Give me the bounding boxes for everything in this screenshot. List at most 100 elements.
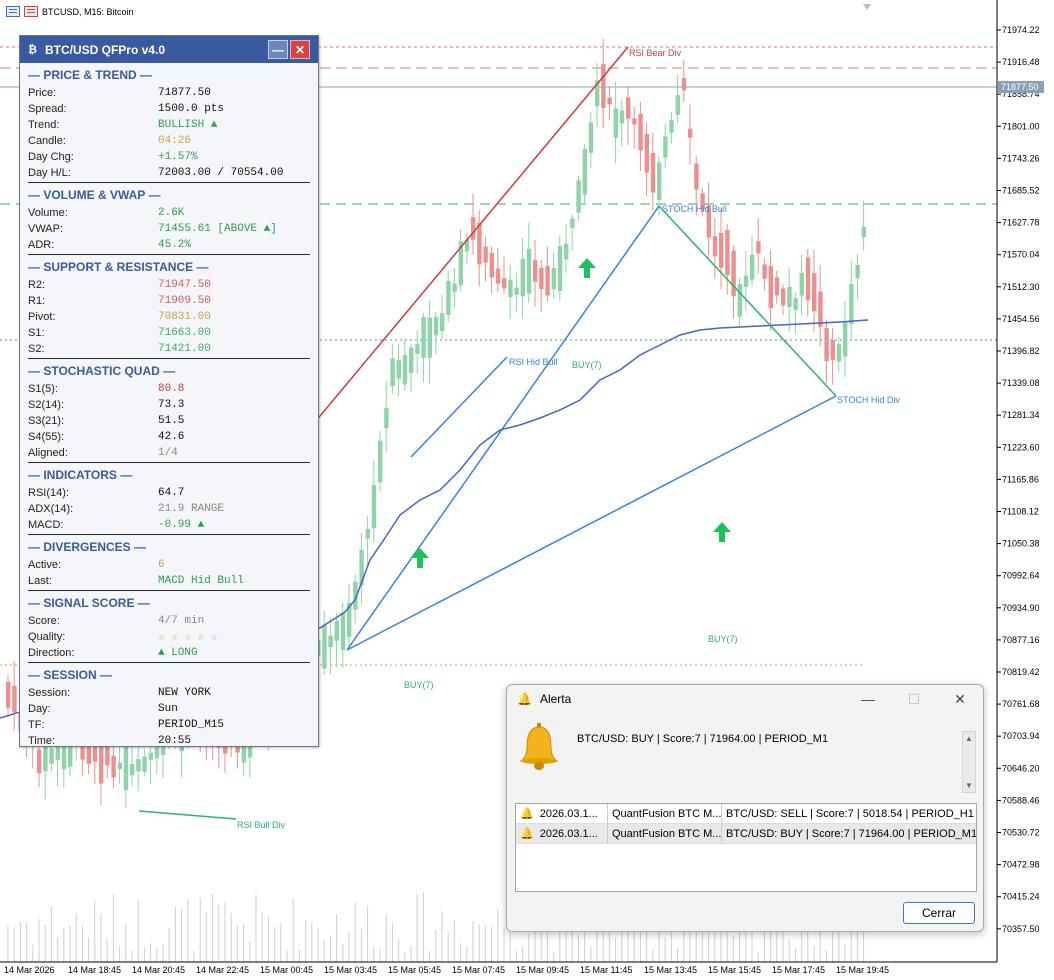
candle-body [99,738,104,784]
panel-row: S3(21): 51.5 [28,413,310,429]
price-tick-label: 71512.30 [1002,282,1040,292]
price-tick-label: 71281.34 [1002,410,1040,420]
row-value: 4/7 min [158,615,205,627]
panel-minimize-button[interactable]: — [268,40,288,59]
time-axis: 14 Mar 2026 14 Mar 18:45 14 Mar 20:45 14 Ma… [0,961,997,975]
price-tick-label: 70530.72 [1002,828,1040,838]
row-value: 71663.00 [158,327,211,339]
candle-body [545,265,550,296]
panel-row: Pivot: 70831.00 [28,309,310,325]
scroll-up-icon[interactable]: ▲ [965,734,973,743]
chart-menu-icon[interactable] [24,6,38,17]
alert-history-list[interactable]: 🔔 2026.03.1... QuantFusion BTC M... BTC/USD… [515,803,977,892]
candle-body [440,313,445,332]
panel-close-button[interactable]: ✕ [290,40,310,59]
cerrar-button[interactable]: Cerrar [903,902,975,924]
row-value: -0.99 ▲ [158,519,205,531]
candle-body [570,218,575,229]
candle-body [409,347,414,374]
row-label: S2: [28,343,45,355]
alert-minimize-button[interactable]: — [861,691,875,707]
candle-body [855,265,860,279]
scroll-marker-icon [863,4,871,10]
section-title: — SUPPORT & RESISTANCE — [28,260,209,274]
panel-row: S2: 71421.00 [28,341,310,357]
row-label: TF: [28,719,45,731]
row-label: Direction: [28,647,75,659]
bell-large-icon [519,723,559,770]
candle-body [415,344,420,354]
alert-close-x-button[interactable]: ✕ [954,690,966,707]
panel-header[interactable]: ₿ BTC/USD QFPro v4.0 — ✕ [20,36,318,63]
candle-body [402,355,408,385]
row-value: 6 [158,559,165,571]
qfpro-panel: ₿ BTC/USD QFPro v4.0 — ✕ — PRICE & TREND… [19,35,319,747]
candle-body [861,226,866,237]
panel-row: Time: 20:55 [28,733,310,749]
message-scrollbar[interactable]: ▲ ▼ [962,731,976,793]
long-support-line [346,395,837,651]
alert-message: BTC/USD: BUY | Score:7 | 71964.00 | PERI… [577,733,829,745]
row-value: 2.6K [158,207,185,219]
candle-body [650,153,656,193]
candle-body [526,248,532,294]
row-value: PERIOD_M15 [158,719,225,731]
candle-body [55,739,60,760]
candle-body [514,287,519,295]
alert-row[interactable]: 🔔 2026.03.1... QuantFusion BTC M... BTC/USD… [516,804,976,824]
alert-maximize-button: ☐ [907,690,921,707]
candle-body [681,77,687,91]
candle-body [328,635,333,647]
candle-body [334,620,339,641]
price-tick-label: 71396.82 [1002,346,1040,356]
candle-body [378,440,383,483]
row-label: Spread: [28,103,67,115]
row-label: MACD: [28,519,64,531]
buy-arrow-icon [411,548,429,568]
row-label: Last: [28,575,52,587]
row-label: Day H/L: [28,167,71,179]
candle-body [347,602,352,638]
price-tick-label: 70819.42 [1002,667,1040,677]
time-tick-label: 14 Mar 18:45 [68,965,121,975]
alert-time-cell: 🔔 2026.03.1... [516,804,608,823]
candle-body [564,243,569,260]
candle-body [750,254,755,280]
scroll-down-icon[interactable]: ▼ [965,781,973,790]
candle-body [353,581,358,610]
candle-body [471,217,476,240]
price-tick-label: 71916.48 [1002,57,1040,67]
panel-row: Spread: 1500.0 pts [28,101,310,117]
candle-body [582,148,587,195]
alert-row[interactable]: 🔔 2026.03.1... QuantFusion BTC M... BTC/USD… [516,824,976,844]
candle-body [142,756,147,772]
chart-window-icon[interactable] [6,6,20,17]
alert-time-cell: 🔔 2026.03.1... [516,824,608,843]
candle-body [61,727,67,770]
candle-body [68,730,73,767]
row-label: S2(14): [28,399,65,411]
row-value: 51.5 [158,415,185,427]
price-tick-label: 71974.22 [1002,25,1040,35]
alert-time: 2026.03.1... [539,807,598,820]
candle-body [787,286,792,308]
row-value: 71421.00 [158,343,211,355]
row-label: S3(21): [28,415,65,427]
section-title: — STOCHASTIC QUAD — [28,364,176,378]
candle-body [489,253,494,278]
panel-row: MACD: -0.99 ▲ [28,517,310,533]
candle-body [719,232,724,268]
candle-body [452,283,457,292]
candle-body [421,317,426,359]
row-value: 71909.50 [158,295,211,307]
candle-body [576,180,581,213]
row-value: 1/4 [158,447,178,459]
row-label: Score: [28,615,60,627]
candle-body [657,162,662,200]
alert-titlebar[interactable]: 🔔 Alerta — ☐ ✕ [507,685,983,713]
candle-body [675,95,680,115]
panel-row: Last: MACD Hid Bull [28,573,310,589]
price-tick-label: 70877.16 [1002,635,1040,645]
row-label: R2: [28,279,46,291]
panel-row: TF: PERIOD_M15 [28,717,310,733]
